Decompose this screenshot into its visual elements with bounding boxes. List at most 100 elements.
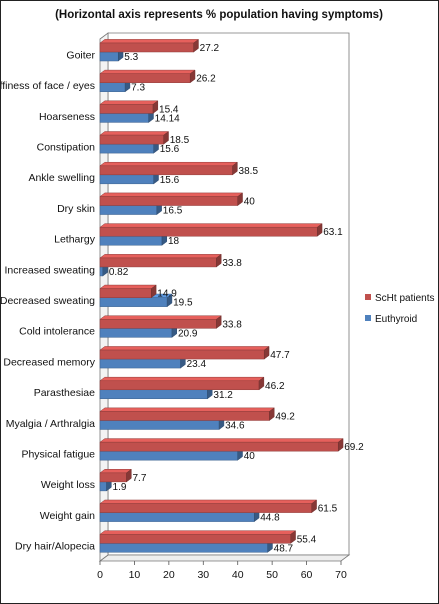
bar-scht <box>99 42 194 53</box>
bar-scht <box>99 226 318 237</box>
bar-scht-end <box>151 284 157 299</box>
data-label-scht: 46.2 <box>265 381 285 392</box>
bar-scht-top <box>99 284 157 289</box>
bar-scht-top <box>99 346 270 351</box>
category-label: Weight gain <box>40 510 95 522</box>
x-tick-label: 70 <box>335 569 347 581</box>
data-label-scht: 33.8 <box>222 258 242 269</box>
bar-scht <box>99 73 191 83</box>
data-label-euthyroid: 15.6 <box>160 144 180 155</box>
bar-euthyroid <box>99 420 220 430</box>
bar-scht-end <box>216 315 222 329</box>
chart-title: (Horizontal axis represents % population… <box>55 9 383 21</box>
category-label: Ankle swelling <box>28 172 95 184</box>
bar-scht-end <box>263 345 270 360</box>
bar-scht <box>99 134 164 145</box>
bar-scht-end <box>290 530 296 544</box>
category-label: Constipation <box>37 141 96 153</box>
bar-scht <box>99 503 312 513</box>
data-label-euthyroid: 44.8 <box>260 513 280 524</box>
data-label-scht: 38.5 <box>239 166 259 177</box>
bar-scht <box>99 472 127 483</box>
bar-euthyroid <box>99 512 255 522</box>
bar-scht-top <box>99 100 159 105</box>
data-label-scht: 33.8 <box>222 319 242 330</box>
data-label-scht: 14.9 <box>157 289 177 300</box>
data-label-euthyroid: 31.2 <box>213 390 233 401</box>
legend-label: Euthyroid <box>375 314 417 325</box>
bar-scht <box>99 380 260 391</box>
data-label-scht: 47.7 <box>270 350 290 361</box>
data-label-scht: 27.2 <box>200 43 220 54</box>
legend-swatch <box>365 315 371 321</box>
bar-scht-end <box>193 38 199 53</box>
bar-euthyroid <box>99 82 126 92</box>
bar-scht-top <box>99 192 244 197</box>
x-tick-label: 10 <box>129 569 141 581</box>
data-label-scht: 7.7 <box>133 473 147 484</box>
bar-scht-top <box>99 131 170 136</box>
category-label: Goiter <box>66 49 95 61</box>
data-label-euthyroid: 1.9 <box>113 482 127 493</box>
bar-euthyroid <box>99 205 158 215</box>
bar-scht-top <box>99 315 222 320</box>
category-label: Parasthesiae <box>34 387 95 399</box>
data-label-euthyroid: 15.6 <box>160 175 180 186</box>
bar-euthyroid <box>99 328 173 338</box>
data-label-scht: 18.5 <box>170 135 190 146</box>
bar-scht-top <box>99 469 133 474</box>
bar-scht-end <box>258 376 265 391</box>
category-label: Decreased memory <box>3 356 95 368</box>
bar-euthyroid <box>99 113 149 123</box>
category-label: Hoarseness <box>39 111 95 123</box>
data-label-scht: 15.4 <box>159 104 179 115</box>
x-tick-label: 50 <box>266 569 278 581</box>
bar-scht-top <box>99 223 323 228</box>
bar-scht-end <box>216 253 222 268</box>
x-tick-label: 20 <box>163 569 175 581</box>
data-label-scht: 55.4 <box>297 534 317 545</box>
bar-scht <box>99 534 291 544</box>
category-label: Myalgia / Arthralgia <box>6 418 95 430</box>
data-label-euthyroid: 14.14 <box>155 113 180 124</box>
bar-euthyroid <box>99 543 268 553</box>
legend-swatch <box>365 294 371 300</box>
data-label-scht: 69.2 <box>344 442 364 453</box>
category-label: Increased sweating <box>5 264 96 276</box>
bar-scht-end <box>337 438 344 452</box>
bar-euthyroid <box>99 358 181 369</box>
bar-euthyroid-end <box>166 293 173 308</box>
x-tick-label: 60 <box>301 569 313 581</box>
bar-scht <box>99 104 154 114</box>
labels-layer: Goiter 5.3 27.2 Puffiness of face / eyes 7.3… <box>1 43 364 554</box>
bar-scht <box>99 411 270 421</box>
data-label-euthyroid: 7.3 <box>131 83 145 94</box>
bar-euthyroid <box>99 266 104 277</box>
category-label: Physical fatigue <box>21 449 95 461</box>
legend: ScHt patients Euthyroid <box>365 293 434 325</box>
bar-scht-end <box>237 192 243 207</box>
bar-euthyroid <box>99 51 119 62</box>
bar-scht-end <box>163 131 169 145</box>
bar-scht-top <box>99 376 265 382</box>
data-label-euthyroid: 0.82 <box>109 267 129 278</box>
category-label: Dry skin <box>57 203 95 215</box>
data-label-euthyroid: 18 <box>168 236 180 247</box>
bar-euthyroid <box>99 235 163 246</box>
data-label-euthyroid: 20.9 <box>178 328 198 339</box>
chart-floor <box>98 554 351 562</box>
category-label: Weight loss <box>41 479 95 491</box>
x-tick-label: 0 <box>97 569 103 581</box>
data-label-euthyroid: 19.5 <box>173 298 193 309</box>
data-label-euthyroid: 16.5 <box>163 206 183 217</box>
bar-scht-end <box>316 223 323 237</box>
bar-scht-top <box>99 499 318 504</box>
category-label: Lethargy <box>54 234 96 246</box>
legend-label: ScHt patients <box>375 293 434 304</box>
bar-scht-top <box>99 530 297 535</box>
bar-scht-top <box>99 69 196 74</box>
bars-layer <box>99 38 344 553</box>
bar-scht-top <box>99 39 200 44</box>
bar-scht-top <box>99 161 239 167</box>
